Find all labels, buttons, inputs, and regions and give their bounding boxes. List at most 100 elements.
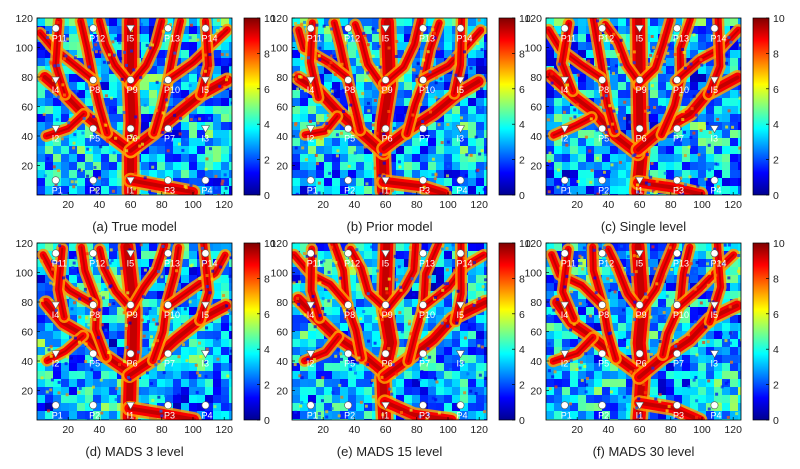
injector-well-marker [306, 350, 316, 359]
injector-well-marker [126, 401, 136, 410]
well-label: I2 [307, 359, 315, 369]
injector-well-marker [709, 76, 719, 85]
producer-well-marker [560, 401, 569, 410]
y-tick-label: 60 [530, 327, 542, 339]
panel-caption: (f) MADS 30 level [593, 444, 695, 459]
producer-well-marker [635, 349, 644, 358]
well-label: I5 [710, 310, 718, 320]
well-label: P14 [710, 258, 726, 268]
well-label: P13 [673, 33, 689, 43]
injector-well-marker [635, 25, 645, 33]
well-label: P6 [636, 359, 647, 369]
x-tick-label: 40 [603, 199, 615, 211]
y-tick-label: 100 [270, 268, 288, 280]
colorbar-tick-label: 10 [519, 13, 531, 25]
x-tick-label: 80 [411, 424, 423, 436]
x-tick-label: 40 [94, 199, 106, 211]
well-label: P4 [201, 185, 212, 195]
well-label: I5 [382, 33, 390, 43]
colorbar [243, 17, 261, 196]
producer-well-marker [635, 76, 644, 84]
producer-well-marker [126, 76, 135, 84]
x-tick-label: 120 [724, 199, 742, 211]
x-tick-label: 60 [380, 199, 392, 211]
colorbar-tick-label: 8 [264, 48, 270, 60]
y-tick-label: 40 [21, 131, 33, 143]
well-label: I1 [127, 185, 135, 195]
colorbar [498, 17, 516, 196]
producer-well-marker [419, 176, 427, 185]
producer-well-marker [89, 176, 98, 185]
producer-well-marker [164, 301, 172, 309]
well-label: P2 [598, 185, 609, 195]
producer-well-marker [419, 24, 427, 33]
producer-well-marker [635, 124, 644, 133]
colorbar-tick-label: 8 [519, 48, 525, 60]
x-tick-label: 60 [380, 424, 392, 436]
injector-well-marker [709, 125, 719, 134]
well-label: I2 [561, 134, 569, 144]
producer-well-marker [381, 301, 390, 309]
well-label: P1 [561, 185, 572, 195]
well-label: P13 [419, 258, 435, 268]
well-label: P12 [89, 258, 105, 268]
well-label: P14 [710, 33, 726, 43]
x-tick-label: 40 [349, 424, 361, 436]
well-label: P14 [201, 33, 217, 43]
well-label: P4 [710, 410, 721, 420]
colorbar-tick-label: 2 [519, 155, 525, 167]
well-label: P10 [419, 310, 435, 320]
well-label: P8 [89, 85, 100, 95]
producer-well-marker [89, 401, 98, 410]
colorbar-tick-label: 0 [264, 415, 270, 427]
injector-well-marker [709, 301, 719, 310]
panel-caption: (c) Single level [601, 219, 686, 234]
x-tick-label: 60 [634, 424, 646, 436]
producer-well-marker [164, 76, 172, 84]
x-tick-label: 20 [571, 424, 583, 436]
well-label: P7 [673, 134, 684, 144]
well-label: I1 [636, 410, 644, 420]
x-tick-label: 120 [470, 424, 488, 436]
well-label: P2 [344, 410, 355, 420]
panel-caption: (e) MADS 15 level [337, 444, 443, 459]
x-tick-label: 120 [215, 424, 233, 436]
permeability-field [292, 243, 487, 420]
producer-well-marker [306, 24, 315, 33]
injector-well-marker [455, 301, 465, 310]
well-label: P6 [636, 134, 647, 144]
well-label: P8 [89, 310, 100, 320]
well-label: I3 [456, 134, 464, 144]
x-tick-label: 60 [634, 199, 646, 211]
x-tick-label: 80 [665, 424, 677, 436]
well-label: I2 [561, 359, 569, 369]
y-tick-label: 20 [276, 161, 288, 173]
producer-well-marker [598, 176, 607, 185]
producer-well-marker [126, 349, 135, 358]
injector-well-marker [51, 76, 61, 85]
injector-well-marker [51, 350, 61, 359]
colorbar-tick-label: 2 [264, 155, 270, 167]
colorbar-tick-label: 2 [264, 380, 270, 392]
x-tick-label: 20 [62, 424, 74, 436]
injector-well-marker [381, 250, 391, 258]
well-label: P5 [598, 359, 609, 369]
y-tick-label: 120 [270, 13, 288, 25]
producer-well-marker [344, 349, 353, 358]
producer-well-marker [51, 401, 60, 410]
well-label: I2 [52, 359, 60, 369]
x-tick-label: 40 [94, 424, 106, 436]
producer-well-marker [673, 124, 681, 133]
y-tick-label: 60 [530, 102, 542, 114]
producer-well-marker [419, 124, 427, 133]
producer-well-marker [419, 401, 427, 410]
x-tick-label: 100 [184, 199, 202, 211]
producer-well-marker [89, 24, 98, 33]
well-label: I1 [382, 410, 390, 420]
producer-well-marker [419, 249, 427, 258]
producer-well-marker [598, 76, 607, 84]
injector-well-marker [51, 125, 61, 134]
colorbar-tick-label: 4 [519, 119, 525, 131]
